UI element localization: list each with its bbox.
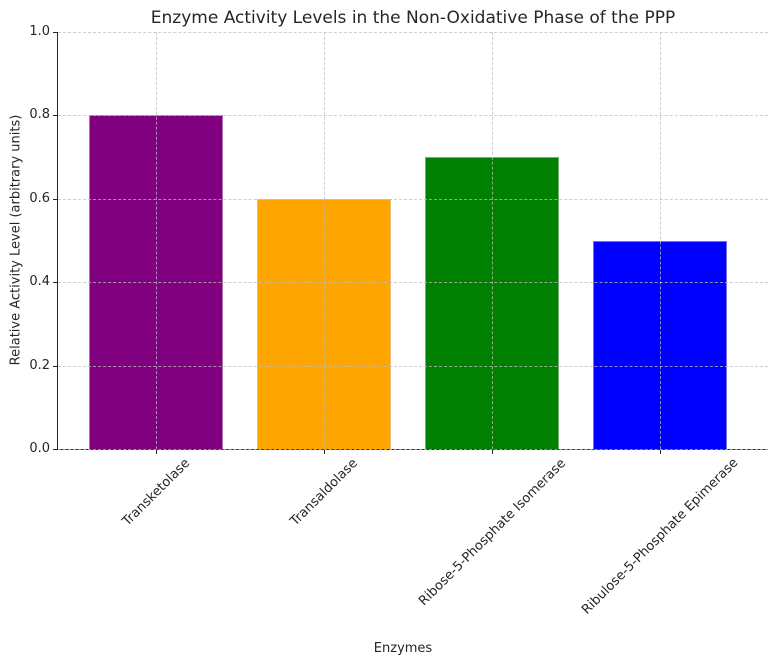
bars-layer (58, 32, 768, 449)
x-tick-mark (492, 450, 493, 454)
y-tick-mark (53, 32, 57, 33)
x-tick-mark (660, 450, 661, 454)
chart-title: Enzyme Activity Levels in the Non-Oxidat… (150, 8, 676, 28)
y-tick-mark (53, 282, 57, 284)
bar-transketolase (89, 115, 223, 449)
x-axis-label: Enzymes (373, 641, 433, 656)
gridline-h (58, 449, 768, 450)
y-tick-label: 0.0 (29, 441, 50, 456)
y-tick-label: 0.2 (29, 357, 50, 373)
bar-ribose-5-phosphate-isomerase (425, 157, 559, 449)
x-tick-mark (324, 450, 325, 454)
y-tick-label: 0.8 (29, 107, 50, 123)
plot-area (57, 32, 768, 450)
y-tick-mark (53, 449, 57, 450)
x-tick-label-transketolase: Transketolase (119, 456, 193, 530)
bar-transaldolase (257, 198, 391, 449)
y-tick-mark (53, 365, 57, 367)
x-tick-mark (156, 450, 157, 454)
y-tick-label: 0.4 (29, 274, 50, 290)
y-tick-label: 0.6 (29, 190, 50, 206)
y-tick-mark (53, 198, 57, 200)
bar-ribulose-5-phosphate-epimerase (593, 240, 727, 449)
x-tick-label-transaldolase: Transaldolase (287, 456, 361, 530)
y-tick-mark (53, 115, 57, 117)
y-tick-label: 1.0 (29, 24, 50, 39)
x-tick-label-ribose-5-phosphate-isomerase: Ribose-5-Phosphate Isomerase (415, 455, 569, 609)
y-axis-label: Relative Activity Level (arbitrary units… (8, 114, 24, 366)
x-tick-label-ribulose-5-phosphate-epimerase: Ribulose-5-Phosphate Epimerase (579, 455, 742, 619)
